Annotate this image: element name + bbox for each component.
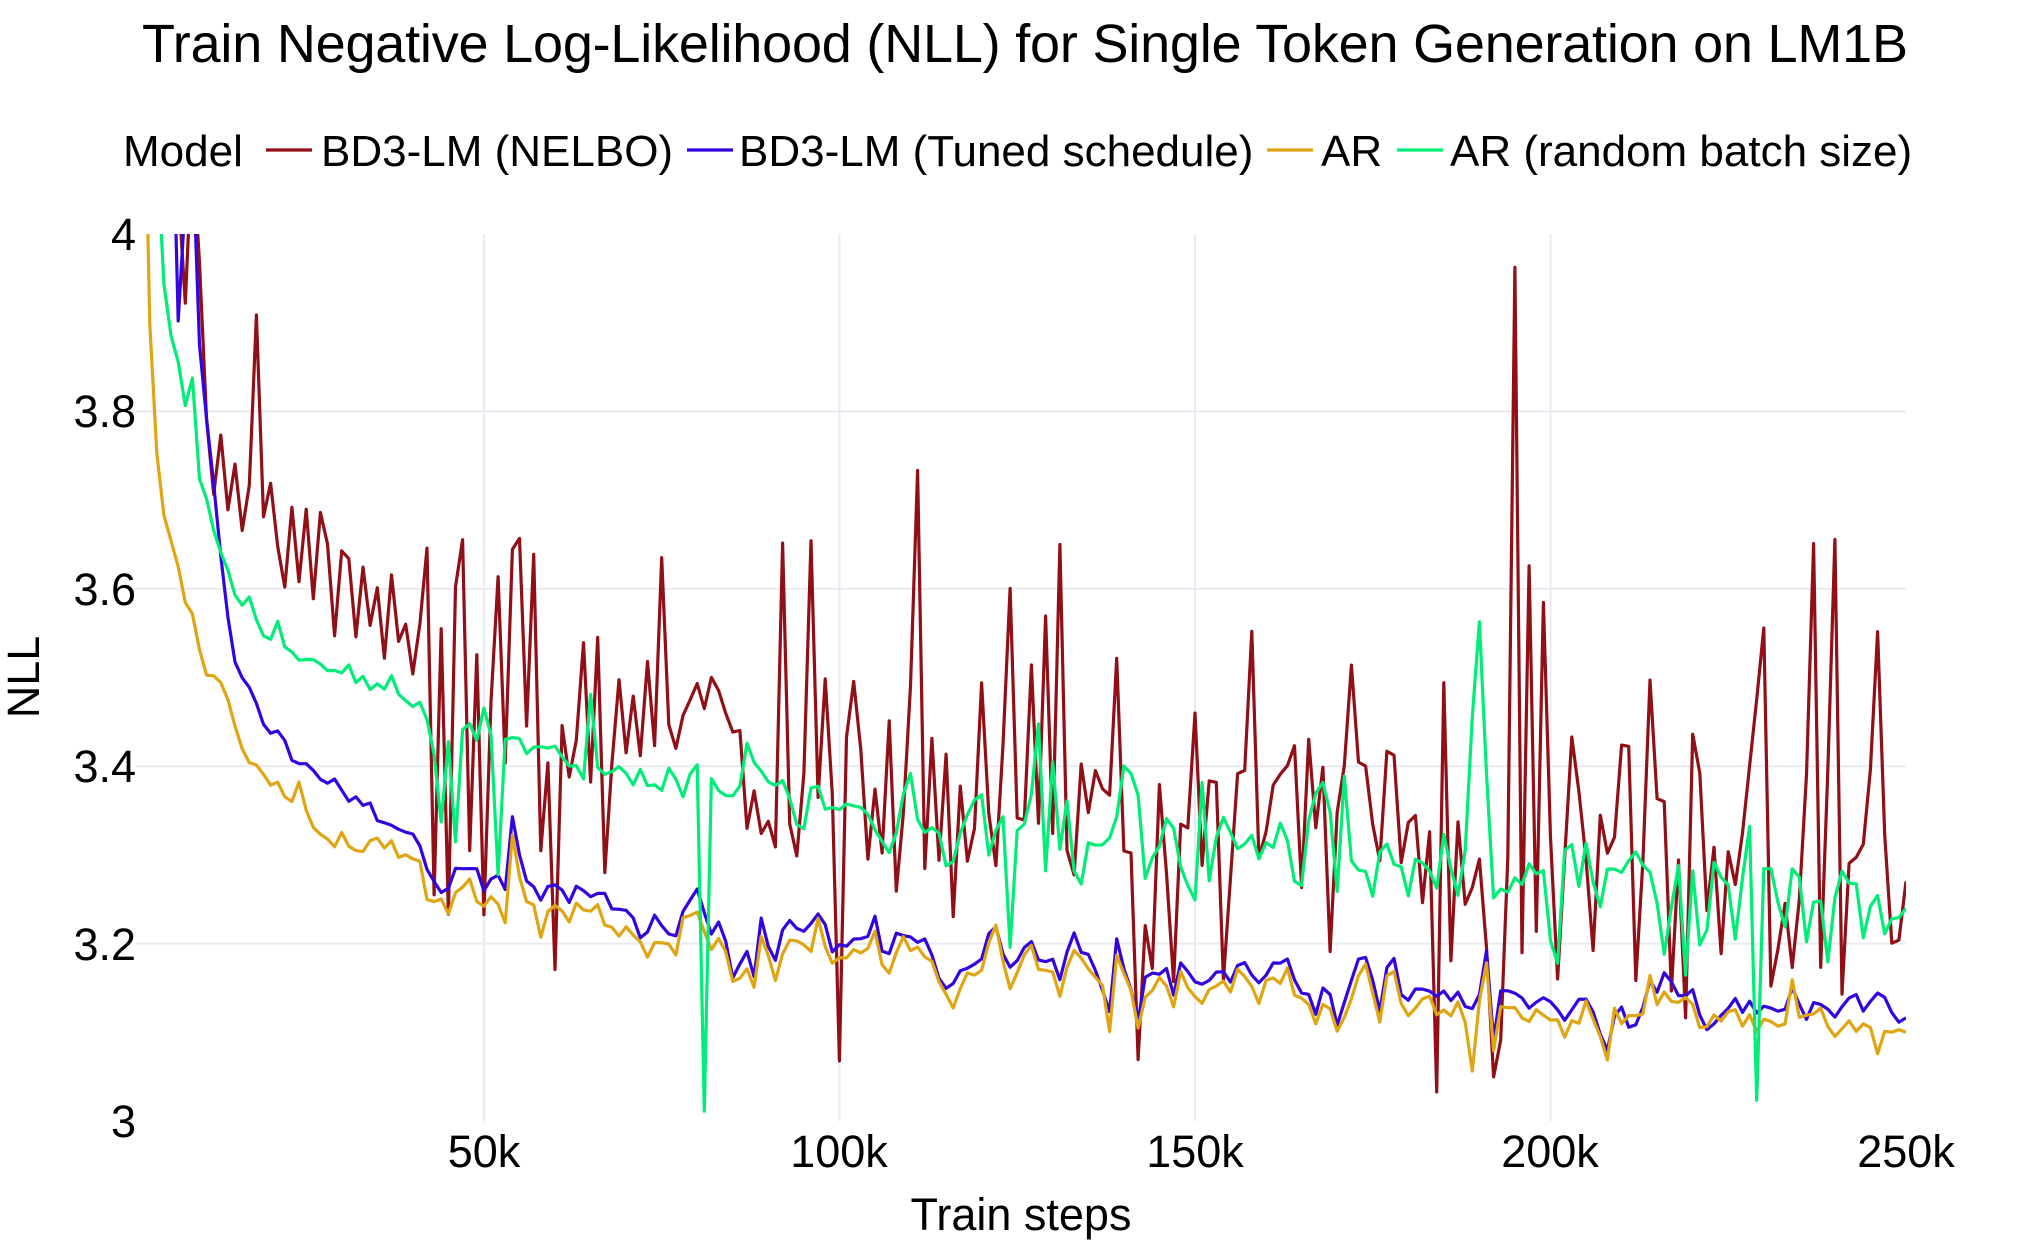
svg-text:3: 3	[111, 1096, 136, 1147]
svg-text:200k: 200k	[1501, 1126, 1599, 1177]
svg-text:3.4: 3.4	[73, 741, 136, 792]
svg-text:3.8: 3.8	[73, 386, 136, 437]
svg-text:250k: 250k	[1857, 1126, 1955, 1177]
svg-text:3.6: 3.6	[73, 564, 136, 615]
svg-text:Model: Model	[123, 127, 243, 176]
svg-text:NLL: NLL	[0, 636, 49, 719]
svg-text:3.2: 3.2	[73, 919, 136, 970]
svg-text:Train steps: Train steps	[911, 1189, 1132, 1240]
svg-text:BD3-LM (NELBO): BD3-LM (NELBO)	[321, 127, 673, 176]
svg-text:AR (random batch size): AR (random batch size)	[1450, 127, 1912, 176]
svg-text:100k: 100k	[790, 1126, 888, 1177]
svg-text:150k: 150k	[1146, 1126, 1244, 1177]
svg-text:50k: 50k	[448, 1126, 521, 1177]
svg-text:AR: AR	[1321, 127, 1382, 176]
svg-text:Train Negative Log-Likelihood: Train Negative Log-Likelihood (NLL) for …	[142, 14, 1908, 74]
svg-text:BD3-LM (Tuned schedule): BD3-LM (Tuned schedule)	[739, 127, 1253, 176]
svg-text:4: 4	[111, 209, 136, 260]
